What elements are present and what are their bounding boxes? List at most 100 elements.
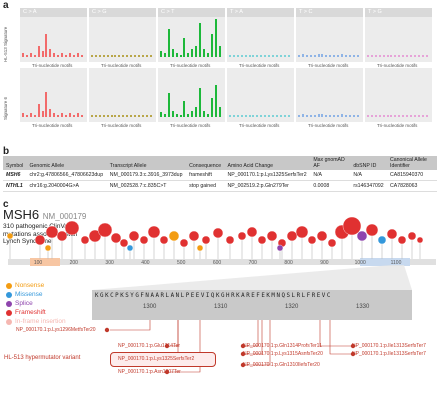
signature-bar bbox=[179, 55, 182, 57]
signature-bar bbox=[29, 53, 32, 57]
signature-bar bbox=[118, 115, 121, 117]
lollipop-head bbox=[212, 227, 224, 239]
zoom-tick-label: 1320 bbox=[285, 304, 299, 310]
legend-dot bbox=[6, 318, 12, 325]
highlight-variant-label: HL-513 hypermutator variant bbox=[4, 355, 81, 361]
lollipop-head bbox=[386, 228, 398, 240]
lollipop-head bbox=[196, 244, 204, 252]
signature-bar bbox=[130, 55, 132, 57]
domain-block bbox=[360, 258, 410, 266]
signature-bar bbox=[240, 55, 243, 57]
legend-dot bbox=[6, 300, 12, 307]
signature-bar bbox=[137, 115, 140, 117]
mutation-label: NP_000170.1:p.Gln1310IlefsTer20 bbox=[243, 362, 320, 368]
lollipop-head bbox=[201, 235, 211, 245]
table-cell: NP_002519.2:p.Gln279Ter bbox=[224, 180, 311, 192]
signature-bar bbox=[378, 115, 381, 117]
signature-bar bbox=[321, 54, 324, 57]
x-axis-label: Tri-nucleotide motifs bbox=[239, 63, 280, 68]
mutation-type-header: T > C bbox=[296, 8, 363, 17]
signature-bar bbox=[110, 55, 113, 57]
signature-bar bbox=[122, 115, 125, 117]
axis-tick-label: 400 bbox=[141, 260, 150, 266]
signature-bar bbox=[386, 55, 389, 57]
signature-bar bbox=[275, 55, 278, 57]
mutation-label: NP_000170.1:p.Lys1315AsnfsTer20 bbox=[243, 351, 323, 357]
signature-bar bbox=[337, 115, 339, 117]
axis-tick-label: 900 bbox=[320, 260, 329, 266]
signature-panel bbox=[89, 68, 156, 122]
signature-bar bbox=[356, 55, 359, 57]
signature-bar bbox=[68, 112, 71, 117]
signature-bar bbox=[57, 114, 60, 117]
x-axis-label: Tri-nucleotide motifs bbox=[101, 63, 142, 68]
table-cell: N/A bbox=[350, 170, 387, 181]
signature-bar bbox=[167, 28, 170, 57]
signature-bar bbox=[122, 55, 125, 57]
row-label-hl513: HL-513 Signature bbox=[3, 26, 8, 62]
signature-bar bbox=[264, 115, 267, 117]
signature-bar bbox=[356, 115, 359, 117]
signature-bar bbox=[25, 114, 28, 117]
lollipop-head bbox=[159, 235, 169, 245]
signature-bar bbox=[171, 110, 174, 117]
signature-bar bbox=[313, 114, 316, 117]
table-cell: MSH6 bbox=[3, 170, 27, 181]
mutation-leader bbox=[319, 320, 356, 347]
signature-bar bbox=[37, 104, 40, 117]
signature-bar bbox=[394, 115, 397, 117]
signature-bar bbox=[130, 115, 132, 117]
signature-bar bbox=[301, 113, 304, 117]
gene-name: MSH6 bbox=[3, 207, 40, 222]
signature-bar bbox=[398, 115, 401, 117]
legend-label: Frameshift bbox=[15, 309, 46, 316]
signature-bar bbox=[406, 55, 408, 57]
signature-bar bbox=[25, 55, 28, 57]
axis-tick-label: 300 bbox=[105, 260, 114, 266]
signature-bar bbox=[378, 55, 381, 57]
signature-bar bbox=[329, 114, 332, 117]
x-axis-label: Tri-nucleotide motifs bbox=[377, 63, 418, 68]
signature-bar bbox=[53, 112, 56, 117]
signature-bar bbox=[214, 84, 217, 117]
sequence-zoom-box bbox=[92, 290, 412, 320]
signature-bar bbox=[175, 53, 178, 57]
signature-bar bbox=[352, 114, 355, 117]
signature-bar bbox=[394, 55, 397, 57]
signature-bar bbox=[187, 113, 190, 117]
signature-bar bbox=[367, 115, 369, 117]
signature-bar bbox=[309, 55, 312, 57]
signature-bar bbox=[298, 54, 300, 57]
signature-bar bbox=[406, 115, 408, 117]
lollipop-head bbox=[119, 238, 129, 248]
signature-bar bbox=[232, 55, 235, 57]
lollipop-head bbox=[286, 230, 298, 242]
signature-bar bbox=[402, 55, 405, 57]
signature-bar bbox=[218, 107, 221, 117]
mutation-type-header: C > G bbox=[89, 8, 156, 17]
header-gnomad-af: Max gnomAD AF bbox=[310, 156, 351, 170]
signature-bar bbox=[348, 115, 351, 117]
signature-bar bbox=[187, 53, 190, 57]
signature-bar bbox=[337, 55, 339, 57]
signature-bar bbox=[68, 53, 71, 57]
signature-bar bbox=[106, 115, 109, 117]
signature-bar bbox=[145, 115, 148, 117]
signature-bar bbox=[137, 55, 140, 57]
lollipop-head bbox=[139, 235, 149, 245]
signature-bar bbox=[91, 115, 93, 117]
table-cell: NM_002528.7:c.835C>T bbox=[106, 180, 187, 192]
signature-bar bbox=[232, 115, 235, 117]
signature-bar bbox=[167, 92, 170, 117]
lollipop-head bbox=[327, 238, 337, 248]
header-canonical-id: Canonical Allele Identifier bbox=[387, 156, 437, 170]
table-cell: 0.0008 bbox=[310, 180, 351, 192]
x-axis-label: Tri-nucleotide motifs bbox=[239, 123, 280, 128]
signature-bar bbox=[61, 53, 63, 57]
legend-dot bbox=[6, 309, 12, 316]
signature-bars bbox=[229, 77, 292, 117]
signature-bar bbox=[33, 55, 36, 57]
header-consequence: Consequence bbox=[186, 156, 225, 170]
signature-bar bbox=[260, 55, 263, 57]
panel-label-c: c bbox=[3, 199, 9, 210]
